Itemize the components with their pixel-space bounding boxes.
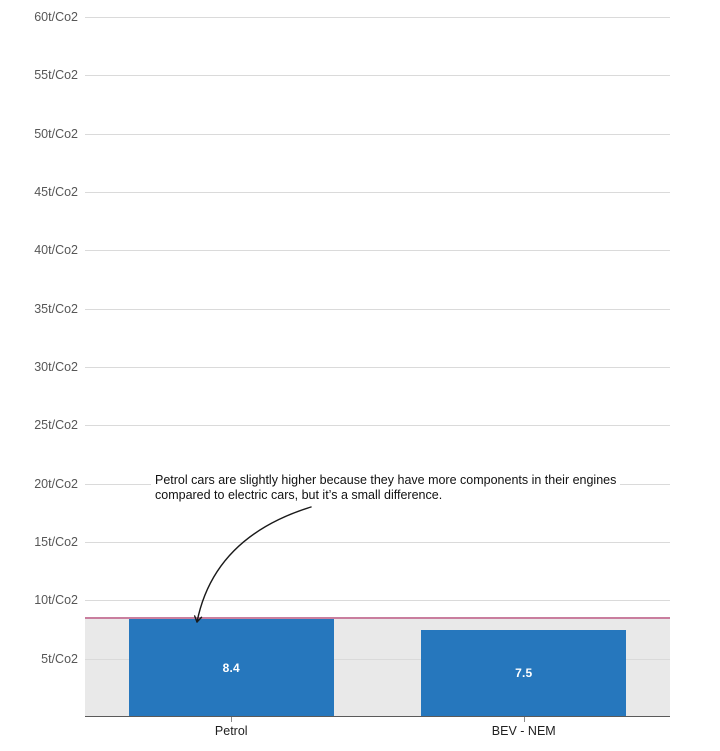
y-tick-label: 25t/Co2 <box>34 418 78 433</box>
bar-bev-nem: 7.5 <box>421 629 627 717</box>
y-grid-line <box>85 192 670 193</box>
y-tick-label: 10t/Co2 <box>34 593 78 608</box>
y-grid-line <box>85 542 670 543</box>
x-category-label-bev-nem: BEV - NEM <box>491 724 556 738</box>
y-tick-label: 50t/Co2 <box>34 126 78 141</box>
y-grid-line <box>85 367 670 368</box>
x-axis-tick <box>231 717 233 722</box>
y-tick-label: 35t/Co2 <box>34 301 78 316</box>
y-grid-line <box>85 600 670 602</box>
y-grid-line <box>85 17 670 18</box>
y-tick-label: 30t/Co2 <box>34 360 78 374</box>
reference-line <box>85 617 670 619</box>
annotation-box: Petrol cars are slightly higher because … <box>151 471 621 506</box>
bar-petrol: 8.4 <box>128 619 334 717</box>
y-grid-line <box>85 658 670 660</box>
annotation-text-line-1: Petrol cars are slightly higher because … <box>155 473 617 487</box>
x-axis-tick <box>523 717 525 722</box>
y-tick-label: 5t/Co2 <box>41 651 78 666</box>
y-tick-label: 20t/Co2 <box>34 476 78 491</box>
y-grid-line <box>85 250 670 252</box>
y-grid-line <box>85 425 670 427</box>
y-tick-label: 40t/Co2 <box>34 243 78 258</box>
bar-value-label: 8.4 <box>222 661 240 675</box>
y-grid-line <box>85 75 670 77</box>
y-grid-line <box>85 133 670 135</box>
annotation-arrow-curve <box>193 506 312 623</box>
y-tick-label: 45t/Co2 <box>34 185 78 199</box>
annotation-text-line-2: compared to electric cars, but it’s a sm… <box>155 488 443 502</box>
x-axis-line <box>85 716 670 717</box>
bar-value-label: 7.5 <box>515 666 533 681</box>
x-category-label-petrol: Petrol <box>214 724 248 738</box>
y-tick-label: 15t/Co2 <box>34 535 78 549</box>
y-grid-line <box>85 308 670 310</box>
y-tick-label: 55t/Co2 <box>34 68 78 83</box>
y-tick-label: 60t/Co2 <box>34 10 78 24</box>
